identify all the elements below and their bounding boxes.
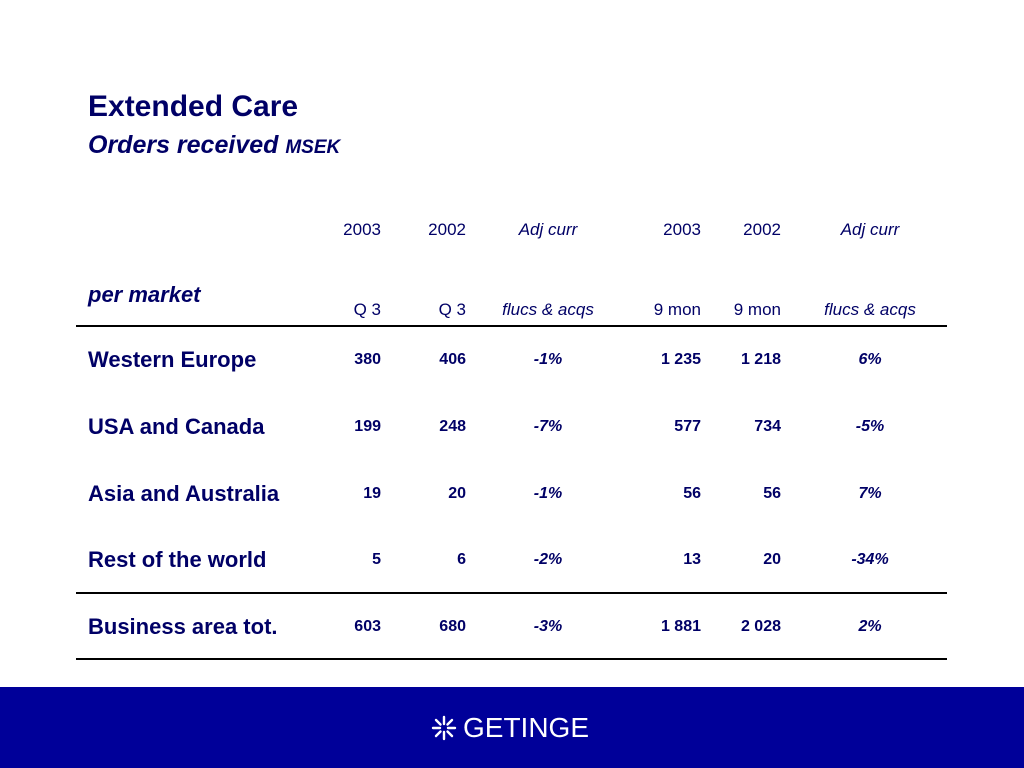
table-cell: 2% — [858, 618, 882, 635]
table-row: Rest of the world 5 6 -2% 13 20 -34% — [0, 545, 1024, 575]
table-cell: -3% — [533, 618, 563, 635]
row-label: Rest of the world — [88, 547, 267, 572]
getinge-star-icon — [431, 715, 457, 741]
table-cell: 1 235 — [660, 351, 701, 368]
table-row-total: Business area tot. 603 680 -3% 1 881 2 0… — [0, 612, 1024, 642]
table-cell: 20 — [448, 485, 466, 502]
table-cell: 20 — [763, 551, 781, 568]
row-label: Western Europe — [88, 347, 257, 372]
table-cell: 7% — [858, 485, 882, 502]
table-cell: -34% — [851, 551, 889, 568]
footer-bar — [0, 687, 1024, 768]
table-row: Western Europe 380 406 -1% 1 235 1 218 6… — [0, 345, 1024, 375]
table-cell: 199 — [354, 418, 381, 435]
row-label: Business area tot. — [88, 614, 278, 639]
table-cell: -7% — [533, 418, 563, 435]
table-cell: 6% — [858, 351, 882, 368]
table-cell: 56 — [763, 485, 781, 502]
table-cell: 734 — [754, 418, 781, 435]
table-cell: -1% — [533, 351, 563, 368]
table-cell: -2% — [533, 551, 563, 568]
subtitle-unit: MSEK — [285, 137, 341, 158]
table-cell: 13 — [683, 551, 701, 568]
slide-subtitle: Orders received MSEK — [88, 130, 340, 163]
logo-text: GETINGE — [463, 712, 590, 743]
table-row: USA and Canada 199 248 -7% 577 734 -5% — [0, 412, 1024, 442]
table-cell: 248 — [439, 418, 466, 435]
table-cell: 577 — [674, 418, 701, 435]
table-cell: 406 — [439, 351, 466, 368]
table-cell: 380 — [354, 351, 381, 368]
header-divider — [76, 325, 947, 327]
col-header-1-year: 2003 — [343, 220, 381, 239]
table-cell: 603 — [354, 618, 381, 635]
col-header-3-flucs: flucs & acqs — [502, 300, 594, 319]
subtitle-text: Orders received — [88, 131, 279, 159]
table-cell: 56 — [683, 485, 701, 502]
row-label: Asia and Australia — [88, 481, 280, 506]
col-header-5-year: 2002 — [743, 220, 781, 239]
col-header-4-year: 2003 — [663, 220, 701, 239]
table-cell: 6 — [457, 551, 466, 568]
table-cell: 19 — [363, 485, 381, 502]
table-cell: 680 — [439, 618, 466, 635]
row-header-per-market: per market — [88, 282, 201, 307]
col-header-4-period: 9 mon — [653, 300, 701, 319]
table-cell: 1 218 — [740, 351, 781, 368]
table-cell: 5 — [372, 551, 381, 568]
table-cell: 2 028 — [740, 618, 781, 635]
col-header-2-period: Q 3 — [438, 300, 466, 319]
table-cell: -5% — [855, 418, 885, 435]
col-header-6-adj: Adj curr — [840, 220, 900, 239]
col-header-2-year: 2002 — [428, 220, 466, 239]
col-header-5-period: 9 mon — [733, 300, 781, 319]
table-bottom-rule — [76, 658, 947, 660]
slide-title: Extended Care — [88, 90, 299, 123]
table-cell: -1% — [533, 485, 563, 502]
row-label: USA and Canada — [88, 414, 265, 439]
table-cell: 1 881 — [660, 618, 701, 635]
col-header-1-period: Q 3 — [353, 300, 381, 319]
getinge-logo: GETINGE — [431, 712, 589, 744]
col-header-6-flucs: flucs & acqs — [824, 300, 916, 319]
col-header-3-adj: Adj curr — [518, 220, 578, 239]
table-row: Asia and Australia 19 20 -1% 56 56 7% — [0, 479, 1024, 509]
total-divider — [76, 592, 947, 594]
